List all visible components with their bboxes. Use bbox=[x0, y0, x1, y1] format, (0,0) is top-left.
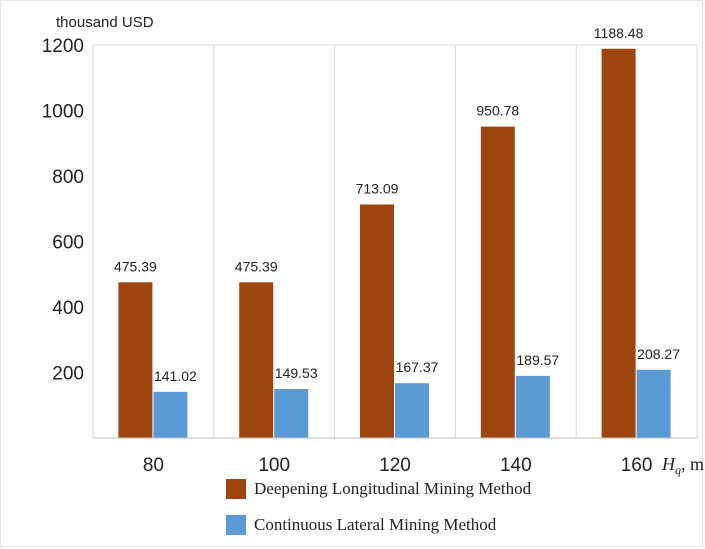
x-tick-label: 140 bbox=[500, 455, 532, 476]
data-label: 950.78 bbox=[476, 103, 519, 119]
data-label: 149.53 bbox=[275, 365, 318, 381]
x-tick-label: 160 bbox=[621, 455, 653, 476]
data-label: 475.39 bbox=[114, 258, 157, 274]
x-tick-label: 120 bbox=[379, 455, 411, 476]
legend-swatch-deepening bbox=[226, 479, 246, 499]
y-tick-label: 1000 bbox=[42, 102, 84, 123]
bar-deepening bbox=[239, 282, 274, 438]
bar-continuous bbox=[395, 383, 429, 438]
data-label: 208.27 bbox=[637, 346, 680, 362]
bar-continuous bbox=[153, 391, 188, 438]
y-tick-label: 200 bbox=[52, 364, 84, 385]
data-label: 1188.48 bbox=[594, 25, 644, 41]
bar-continuous bbox=[274, 389, 309, 438]
y-tick-label: 1200 bbox=[42, 36, 84, 57]
legend-label-deepening: Deepening Longitudinal Mining Method bbox=[254, 479, 532, 498]
y-axis-unit-label: thousand USD bbox=[56, 14, 154, 31]
legend-swatch-continuous bbox=[226, 515, 246, 535]
bar-deepening bbox=[601, 48, 636, 439]
bar-continuous bbox=[636, 369, 671, 438]
y-tick-label: 400 bbox=[52, 298, 84, 319]
data-label: 475.39 bbox=[235, 258, 278, 274]
data-label: 189.57 bbox=[516, 352, 559, 368]
legend-item-deepening: Deepening Longitudinal Mining Method bbox=[226, 479, 531, 499]
bar-deepening bbox=[360, 204, 394, 438]
x-axis-label: Hq, m bbox=[661, 454, 704, 477]
bar-continuous bbox=[515, 375, 550, 438]
data-label: 713.09 bbox=[356, 180, 399, 196]
y-tick-label: 600 bbox=[52, 233, 84, 254]
data-label: 167.37 bbox=[396, 359, 439, 375]
data-label: 141.02 bbox=[154, 368, 197, 384]
y-tick-label: 800 bbox=[52, 167, 84, 188]
bar-deepening bbox=[118, 282, 153, 438]
x-tick-label: 80 bbox=[143, 455, 164, 476]
bar-deepening bbox=[480, 126, 515, 438]
legend-item-continuous: Continuous Lateral Mining Method bbox=[226, 515, 496, 535]
x-tick-label: 100 bbox=[258, 455, 290, 476]
legend-label-continuous: Continuous Lateral Mining Method bbox=[254, 515, 497, 534]
